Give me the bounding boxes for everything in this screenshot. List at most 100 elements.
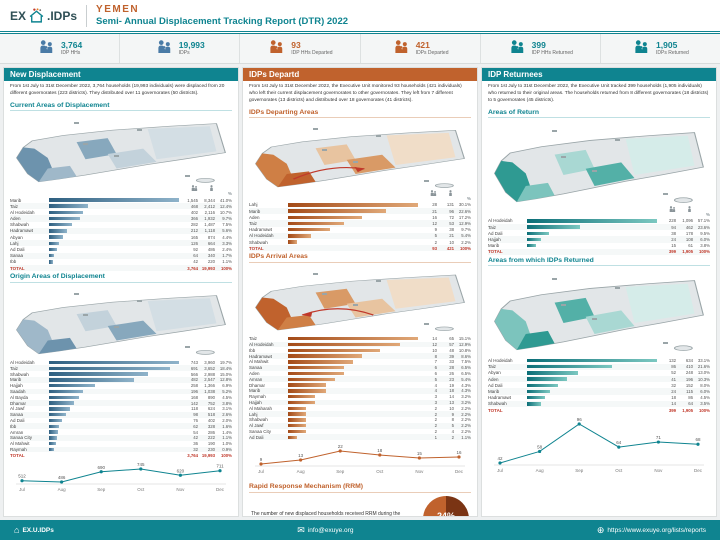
pct-value: 2.6%	[222, 412, 232, 418]
table-row: Hajjah 258 1,366 6.9%	[10, 383, 232, 389]
idp-count: 61	[688, 243, 693, 249]
governorate-name: Raymah	[10, 447, 27, 452]
idp-count: 230	[207, 447, 215, 452]
idp-count: 3,652	[204, 365, 215, 371]
idp-count: 10	[449, 239, 454, 245]
bar-track	[49, 223, 179, 227]
pct-value: 19.7%	[219, 360, 232, 366]
bar-track	[49, 247, 179, 252]
map-region-label	[353, 160, 359, 163]
footer-email[interactable]: ✉ info@exuye.org	[297, 525, 354, 535]
value-bar	[288, 435, 298, 439]
table-row: TOTAL 93 421 100%	[249, 245, 471, 252]
governorate-name: Ad Dali	[249, 434, 264, 440]
pct-value: 4.5%	[222, 394, 232, 400]
hh-count: 14	[432, 336, 437, 342]
pct-value: 10.7%	[219, 209, 232, 215]
table-row: Al Jawf 2 5 2.2%	[249, 422, 471, 429]
svg-text:Nov: Nov	[176, 487, 185, 492]
value-bar	[527, 225, 581, 229]
bar-track	[49, 407, 179, 411]
value-bar	[288, 412, 307, 416]
home-icon: ⌂	[14, 524, 20, 535]
governorate-name: Sanaa	[10, 412, 24, 418]
stat-item: 399 IDP HHs Returned	[481, 34, 601, 63]
stat-label: IDPs Departed	[415, 50, 449, 57]
value-bar	[49, 401, 74, 405]
governorate-name: TOTAL	[488, 407, 503, 413]
map-region-label	[375, 135, 381, 138]
map-region-label	[185, 346, 191, 349]
map-region-label	[313, 128, 319, 131]
idp-count: 152	[685, 382, 693, 388]
pct-value: 21.6%	[697, 364, 710, 370]
value-bar	[527, 371, 578, 375]
bar-track	[288, 337, 418, 341]
stat-label: IDPs	[178, 50, 190, 57]
bar-track	[288, 418, 418, 422]
svg-text:9: 9	[260, 457, 263, 462]
governorate-name: Marib	[10, 197, 22, 203]
table-row: Sanaa City 2 4 2.2%	[249, 429, 471, 435]
governorate-name: Hadramawt	[249, 227, 273, 233]
bar-track	[49, 413, 179, 417]
pct-value: 9.5%	[700, 230, 710, 236]
monthly-displacement-line-chart: 512 Jul 486 Aug 690 Sep 745 Oct 620 Nov 711 Dec	[10, 459, 232, 498]
bar-track	[527, 371, 657, 375]
value-bar	[527, 383, 559, 388]
footer-url[interactable]: ⊕ https://www.exuye.org/lists/reports	[596, 524, 706, 535]
pct-value: 3.2%	[461, 400, 471, 406]
table-row: Al Hodeidah 132 634 33.1%	[488, 357, 710, 363]
hh-count: 691	[190, 365, 198, 371]
table-row: Al Jawf 118 624 3.1%	[10, 406, 232, 412]
governorate-name: Shabwah	[488, 401, 507, 407]
monthly-return-line-chart: 42 Jul 58 Aug 96 Sep 64 Oct 71 Nov 68 Dec	[488, 414, 710, 479]
governorate-name: Marib	[249, 208, 261, 214]
value-bar	[49, 442, 56, 446]
globe-icon: ⊕	[596, 524, 605, 535]
footer-email-text[interactable]: info@exuye.org	[307, 526, 354, 534]
table-row: Ibb 62 328 1.6%	[10, 423, 232, 430]
family-icon	[392, 40, 411, 58]
stat-label: IDP HHs Departed	[291, 50, 333, 57]
idp-count: 3,960	[204, 360, 215, 366]
rrm-donut-label: 24% RRM	[423, 496, 469, 516]
value-bar	[288, 203, 418, 207]
pct-value: 18.4%	[219, 365, 232, 371]
hh-count: 743	[190, 360, 198, 366]
value-bar	[49, 395, 79, 400]
hh-count: 94	[671, 224, 676, 230]
idp-count: 23	[449, 376, 454, 382]
value-bar	[527, 389, 551, 394]
hh-count: 2	[434, 423, 437, 429]
hh-count: 5	[434, 376, 437, 382]
svg-text:58: 58	[537, 445, 543, 450]
rrm-title: Rapid Response Mechanism (RRM)	[249, 483, 471, 493]
hh-count: 38	[671, 230, 676, 236]
pct-value: 23.6%	[697, 224, 710, 230]
idp-count: 10	[449, 405, 454, 411]
map-region-label	[614, 286, 620, 289]
value-bar	[288, 424, 307, 428]
footer-url-text[interactable]: https://www.exuye.org/lists/reports	[607, 526, 706, 534]
svg-text:42: 42	[497, 456, 503, 461]
pct-value: 33.1%	[697, 358, 710, 364]
bar-track	[288, 354, 418, 358]
arrival-areas-table: Taiz 14 65 15.1% Al Hodeidah 12 57 12.9%…	[243, 336, 477, 441]
pct-value: 4.3%	[461, 382, 471, 388]
table-row: Taiz 691 3,652 18.4%	[10, 365, 232, 372]
section-header-idps-departed: IDPs Departd	[243, 68, 477, 81]
country-label: YEMEN	[96, 4, 140, 15]
bar-track	[288, 240, 418, 244]
value-bar	[49, 253, 55, 258]
table-row: Lahj 2 9 2.2%	[249, 411, 471, 418]
idp-count: 1,487	[204, 222, 215, 228]
idp-count: 634	[685, 358, 693, 364]
hh-count: 3,764	[187, 265, 198, 271]
governorate-name: Ad Dali	[488, 382, 503, 388]
pct-value: 9.7%	[222, 216, 232, 222]
current-areas-title: Current Areas of Displacement	[10, 102, 232, 112]
bar-track	[49, 360, 179, 365]
hh-count: 76	[193, 418, 198, 424]
pct-value: 4.4%	[222, 234, 232, 240]
